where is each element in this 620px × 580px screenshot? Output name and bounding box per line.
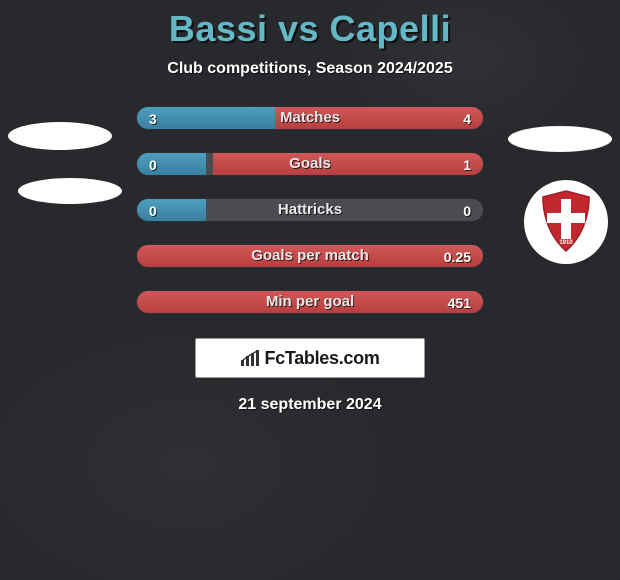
page-title: Bassi vs Capelli <box>169 8 451 50</box>
bar-chart-icon <box>240 349 262 367</box>
bar-left <box>137 199 206 221</box>
stat-row: 00Hattricks <box>136 198 484 222</box>
bar-right <box>213 153 483 175</box>
stat-row: 0.25Goals per match <box>136 244 484 268</box>
bar-left <box>137 107 275 129</box>
value-left: 3 <box>149 107 157 131</box>
value-right: 0 <box>463 199 471 223</box>
stat-row: 01Goals <box>136 152 484 176</box>
brand-text: FcTables.com <box>264 348 379 369</box>
brand-box: FcTables.com <box>195 338 425 378</box>
value-left: 0 <box>149 199 157 223</box>
stat-rows: 34Matches01Goals00Hattricks0.25Goals per… <box>0 106 620 314</box>
bar-right <box>137 245 483 267</box>
bar-right <box>275 107 483 129</box>
value-right: 4 <box>463 107 471 131</box>
value-right: 1 <box>463 153 471 177</box>
footer-date: 21 september 2024 <box>238 396 381 414</box>
content-wrap: Bassi vs Capelli Club competitions, Seas… <box>0 0 620 414</box>
page-subtitle: Club competitions, Season 2024/2025 <box>167 60 452 78</box>
bar-left <box>137 153 206 175</box>
stat-row: 34Matches <box>136 106 484 130</box>
value-right: 0.25 <box>444 245 471 269</box>
bar-right <box>137 291 483 313</box>
value-left: 0 <box>149 153 157 177</box>
value-right: 451 <box>448 291 471 315</box>
stat-row: 451Min per goal <box>136 290 484 314</box>
